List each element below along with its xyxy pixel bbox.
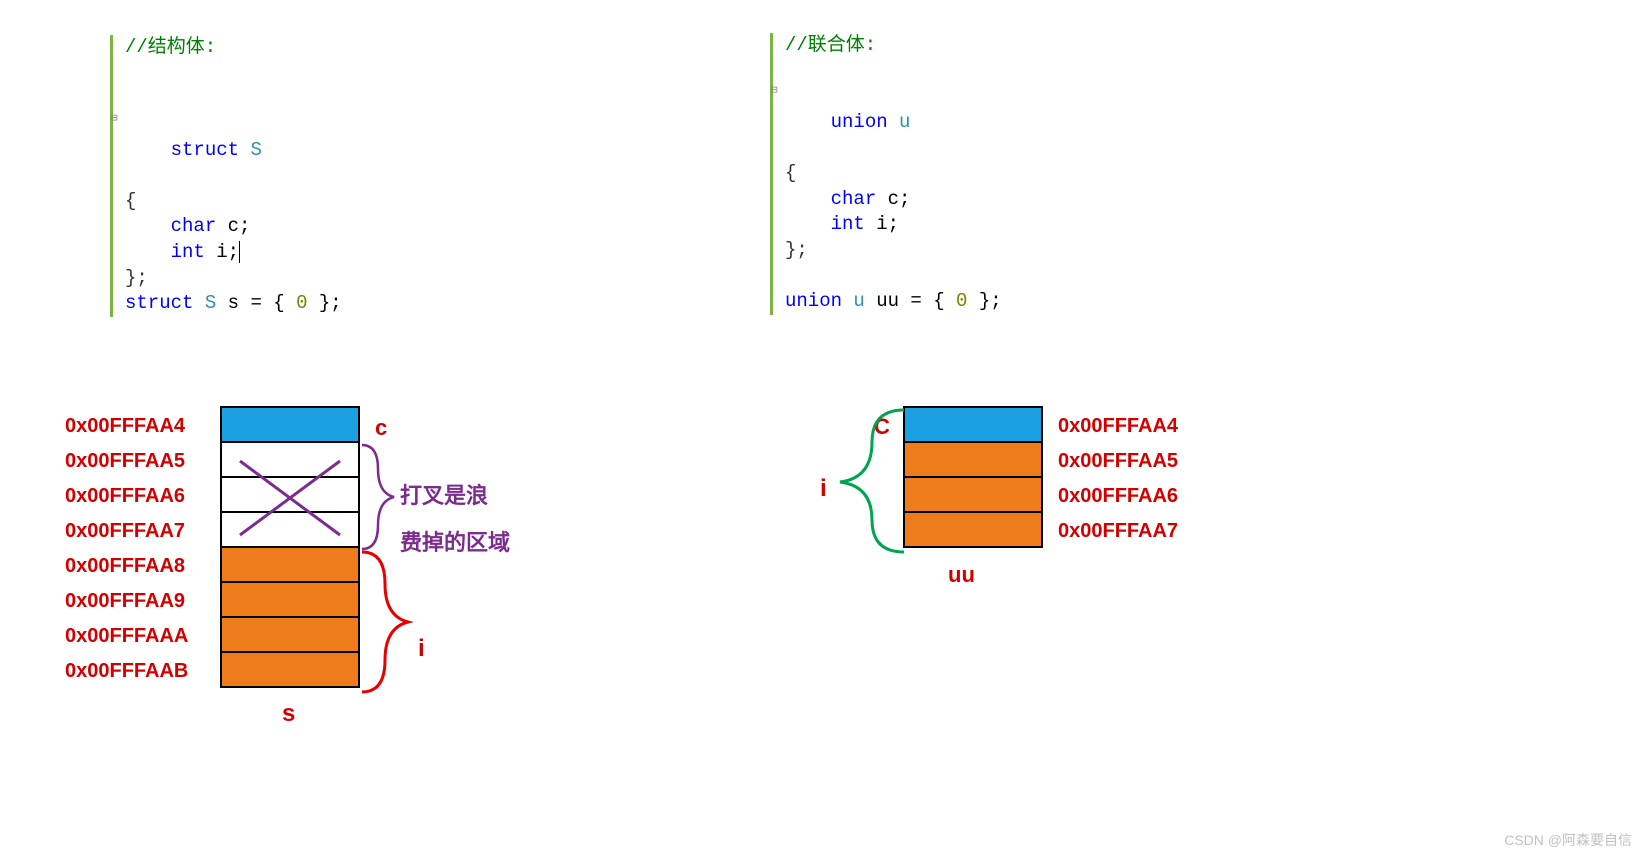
memory-cell <box>903 476 1043 513</box>
struct-waste-label-2: 费掉的区域 <box>400 525 510 557</box>
memory-cell <box>220 441 360 478</box>
memory-address: 0x00FFFAA6 <box>65 485 185 508</box>
blank-line <box>785 264 1002 290</box>
memory-cell <box>903 511 1043 548</box>
memory-cell <box>220 651 360 688</box>
memory-address: 0x00FFFAA5 <box>65 450 185 473</box>
struct-comment: //结构体: <box>125 35 342 61</box>
memory-address: 0x00FFFAA9 <box>65 590 185 613</box>
union-comment: //联合体: <box>785 33 1002 59</box>
memory-cell <box>220 406 360 443</box>
memory-cell <box>220 616 360 653</box>
code-line: struct S s = { 0 }; <box>125 291 342 317</box>
struct-purple-brace-icon <box>360 443 400 551</box>
struct-memory-diagram: 0x00FFFAA40x00FFFAA50x00FFFAA60x00FFFAA7… <box>220 408 360 690</box>
memory-address: 0x00FFFAA8 <box>65 555 185 578</box>
struct-c-label: c <box>375 415 387 441</box>
union-green-brace-icon <box>838 408 906 556</box>
struct-red-brace-icon <box>360 550 415 695</box>
code-line: char c; <box>785 187 1002 213</box>
union-uu-label: uu <box>948 562 975 588</box>
code-line: int i; <box>125 240 342 266</box>
fold-icon: ⊟ <box>771 84 778 99</box>
fold-icon: ⊟ <box>111 112 118 127</box>
memory-address: 0x00FFFAA7 <box>1058 520 1178 543</box>
union-memory-diagram: 0x00FFFAA40x00FFFAA50x00FFFAA60x00FFFAA7 <box>903 408 1043 550</box>
union-i-label: i <box>820 475 827 503</box>
struct-s-label: s <box>282 700 295 728</box>
code-line: }; <box>785 238 1002 264</box>
union-c-label: C <box>874 414 890 440</box>
blank-line <box>125 61 342 87</box>
memory-address: 0x00FFFAA4 <box>65 415 185 438</box>
code-line: }; <box>125 266 342 292</box>
memory-cell <box>903 406 1043 443</box>
memory-address: 0x00FFFAA6 <box>1058 485 1178 508</box>
union-code-block: //联合体: ⊟ union u { char c; int i; }; uni… <box>770 33 1002 315</box>
struct-waste-label-1: 打叉是浪 <box>400 478 488 510</box>
code-line: union u uu = { 0 }; <box>785 289 1002 315</box>
memory-address: 0x00FFFAA5 <box>1058 450 1178 473</box>
code-line: { <box>125 189 342 215</box>
memory-address: 0x00FFFAA7 <box>65 520 185 543</box>
code-line: char c; <box>125 214 342 240</box>
code-line: { <box>785 161 1002 187</box>
code-line: int i; <box>785 212 1002 238</box>
code-line: ⊟ struct S <box>125 86 342 189</box>
memory-cell <box>903 441 1043 478</box>
memory-address: 0x00FFFAAB <box>65 660 188 683</box>
memory-cell <box>220 546 360 583</box>
memory-cell <box>220 476 360 513</box>
struct-i-label: i <box>418 635 425 663</box>
memory-address: 0x00FFFAA4 <box>1058 415 1178 438</box>
code-line: ⊟ union u <box>785 59 1002 162</box>
memory-cell <box>220 511 360 548</box>
memory-cell <box>220 581 360 618</box>
memory-address: 0x00FFFAAA <box>65 625 188 648</box>
watermark-text: CSDN @阿森要自信 <box>1504 830 1632 850</box>
struct-code-block: //结构体: ⊟ struct S { char c; int i; }; st… <box>110 35 342 317</box>
